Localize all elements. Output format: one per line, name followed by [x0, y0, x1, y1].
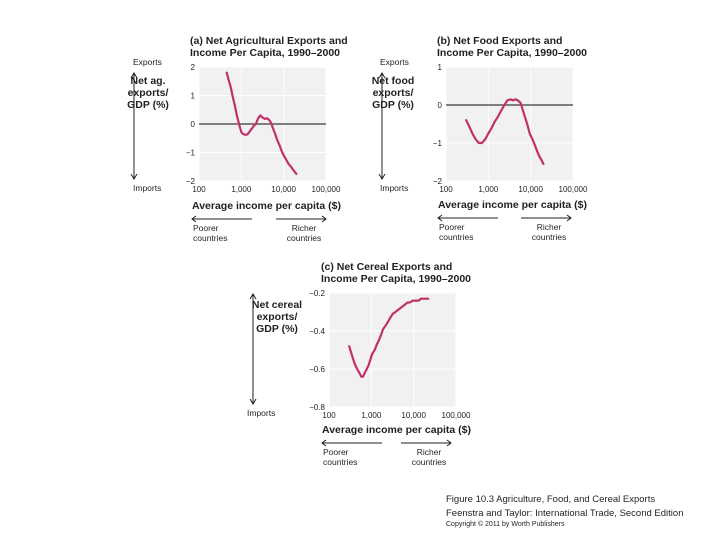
x-tick-label: 10,000: [271, 185, 296, 194]
x-tick-label: 100: [192, 185, 206, 194]
imports-label: Imports: [380, 183, 408, 193]
series-line: [465, 98, 545, 165]
richer-countries-note: Richer: [417, 447, 442, 457]
arrow-head-down: [249, 398, 257, 405]
chart-title: Income Per Capita, 1990–2000: [190, 47, 340, 59]
book-citation: Feenstra and Taylor: International Trade…: [446, 508, 684, 519]
y-tick-label: −0.4: [309, 327, 325, 336]
exports-label: Exports: [133, 57, 162, 67]
y-axis-label: GDP (%): [256, 323, 298, 335]
x-axis-label: Average income per capita ($): [192, 200, 341, 212]
poorer-countries-note: countries: [193, 233, 228, 243]
plot-area: [329, 293, 456, 407]
y-tick-label: 0: [438, 101, 443, 110]
x-tick-label: 1,000: [231, 185, 252, 194]
arrow-head-down: [378, 173, 386, 180]
y-tick-label: 1: [191, 92, 196, 101]
x-tick-label: 10,000: [518, 185, 543, 194]
arrow-head-left: [191, 215, 197, 223]
y-tick-label: −2: [186, 177, 196, 186]
imports-label: Imports: [247, 408, 275, 418]
arrow-head-up: [249, 293, 257, 300]
figure-caption: Figure 10.3 Agriculture, Food, and Cerea…: [446, 494, 656, 505]
arrow-head-left: [437, 214, 443, 222]
x-axis-label: Average income per capita ($): [438, 199, 587, 211]
y-tick-label: 0: [191, 120, 196, 129]
y-axis-label: Net food: [372, 75, 415, 87]
arrow-head-right: [321, 215, 327, 223]
chart-title: (a) Net Agricultural Exports and: [190, 35, 348, 47]
richer-countries-note: countries: [532, 232, 567, 242]
y-tick-label: −0.2: [309, 289, 325, 298]
richer-countries-note: Richer: [537, 222, 562, 232]
arrow-head-down: [130, 173, 138, 180]
y-tick-label: 1: [438, 63, 443, 72]
series-line: [225, 71, 298, 175]
poorer-countries-note: Poorer: [439, 222, 465, 232]
plot-area: [446, 67, 573, 181]
chart-title: (b) Net Food Exports and: [437, 35, 562, 47]
chart-title: Income Per Capita, 1990–2000: [321, 273, 471, 285]
poorer-countries-note: countries: [323, 457, 358, 467]
y-axis-label: exports/: [128, 87, 169, 99]
poorer-countries-note: countries: [439, 232, 474, 242]
x-tick-label: 100: [439, 185, 453, 194]
y-tick-label: −0.6: [309, 365, 325, 374]
series-line: [348, 297, 430, 378]
poorer-countries-note: Poorer: [323, 447, 349, 457]
y-axis-label: GDP (%): [372, 99, 414, 111]
y-tick-label: −0.8: [309, 403, 325, 412]
y-axis-label: Net cereal: [252, 299, 302, 311]
x-tick-label: 100: [322, 411, 336, 420]
poorer-countries-note: Poorer: [193, 223, 219, 233]
y-axis-label: Net ag.: [130, 75, 165, 87]
arrow-head-up: [130, 72, 138, 79]
arrow-head-right: [446, 439, 452, 447]
arrow-head-left: [321, 439, 327, 447]
x-axis-label: Average income per capita ($): [322, 424, 471, 436]
richer-countries-note: countries: [287, 233, 322, 243]
richer-countries-note: countries: [412, 457, 447, 467]
y-axis-label: exports/: [373, 87, 414, 99]
chart-title: Income Per Capita, 1990–2000: [437, 47, 587, 59]
y-axis-label: exports/: [257, 311, 298, 323]
richer-countries-note: Richer: [292, 223, 317, 233]
arrow-head-right: [566, 214, 572, 222]
exports-label: Exports: [380, 57, 409, 67]
x-tick-label: 1,000: [361, 411, 382, 420]
y-tick-label: −2: [433, 177, 443, 186]
x-tick-label: 100,000: [312, 185, 341, 194]
chart-title: (c) Net Cereal Exports and: [321, 261, 452, 273]
x-tick-label: 10,000: [401, 411, 426, 420]
y-axis-label: GDP (%): [127, 99, 169, 111]
arrow-head-up: [378, 72, 386, 79]
x-tick-label: 100,000: [442, 411, 471, 420]
x-tick-label: 1,000: [478, 185, 499, 194]
copyright-notice: Copyright © 2011 by Worth Publishers: [446, 521, 565, 528]
y-tick-label: 2: [191, 63, 196, 72]
imports-label: Imports: [133, 183, 161, 193]
y-tick-label: −1: [433, 139, 443, 148]
y-tick-label: −1: [186, 149, 196, 158]
x-tick-label: 100,000: [559, 185, 588, 194]
